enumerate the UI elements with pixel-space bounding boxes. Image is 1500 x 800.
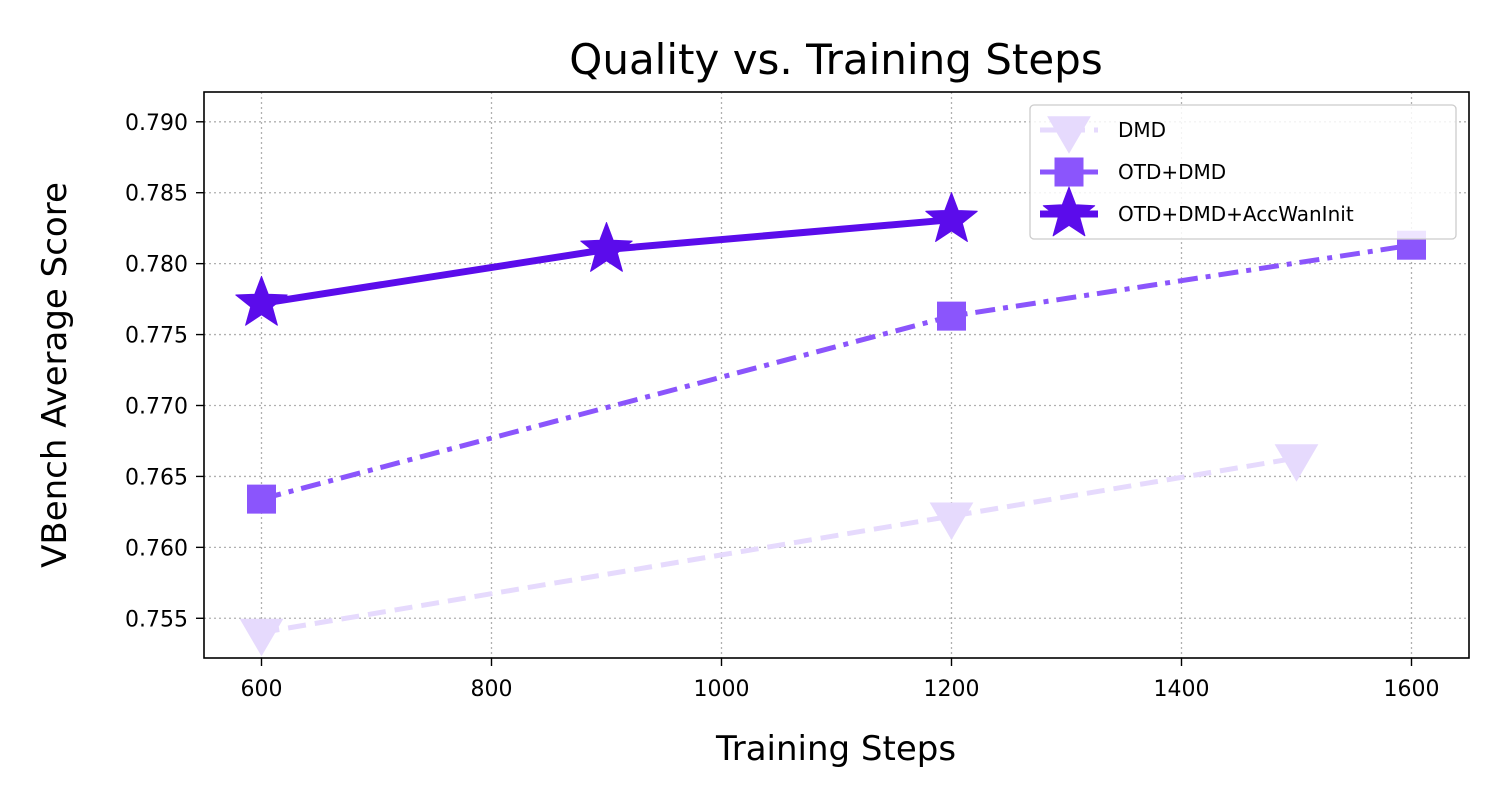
legend-box xyxy=(1029,104,1457,240)
data-point xyxy=(937,301,966,331)
data-point xyxy=(239,618,284,657)
legend-entry: DMD xyxy=(1040,116,1166,154)
series-otd-dmd-accwaninit xyxy=(235,192,978,326)
legend-label: OTD+DMD+AccWanInit xyxy=(1118,202,1354,226)
y-tick-label: 0.760 xyxy=(125,536,188,561)
x-tick-label: 1200 xyxy=(924,677,980,702)
series-otd-dmd xyxy=(247,230,1426,514)
series-dmd xyxy=(239,444,1319,657)
legend-marker xyxy=(1047,116,1091,154)
plot-series xyxy=(235,192,1426,657)
data-point xyxy=(247,484,276,514)
y-tick-label: 0.775 xyxy=(125,324,188,349)
plot-frame xyxy=(203,91,1470,659)
axes: 600 800 1000 1200 1400 1600 0.755 0.760 0.765 0.7… xyxy=(125,111,1439,702)
series-line xyxy=(260,242,1412,502)
grid xyxy=(204,92,1469,658)
data-point xyxy=(1274,444,1319,482)
data-point xyxy=(925,192,978,242)
data-point xyxy=(580,222,633,272)
legend-label: OTD+DMD xyxy=(1118,160,1226,184)
data-point xyxy=(235,275,288,326)
x-tick-label: 1600 xyxy=(1384,677,1440,702)
chart-title: Quality vs. Training Steps xyxy=(569,35,1102,84)
data-point xyxy=(929,502,974,540)
y-tick-label: 0.780 xyxy=(125,253,188,278)
y-tick-label: 0.755 xyxy=(125,607,188,632)
y-tick-label: 0.770 xyxy=(125,394,188,419)
x-tick-label: 1000 xyxy=(694,677,750,702)
legend-marker xyxy=(1042,186,1096,237)
legend-entry: OTD+DMD+AccWanInit xyxy=(1040,186,1354,237)
y-tick-label: 0.790 xyxy=(125,111,188,136)
y-tick-label: 0.765 xyxy=(125,465,188,490)
x-axis-title: Training Steps xyxy=(715,729,956,769)
legend-entry: OTD+DMD xyxy=(1040,157,1226,187)
legend-marker xyxy=(1054,157,1084,187)
y-axis-title: VBench Average Score xyxy=(35,182,75,568)
x-tick-label: 1400 xyxy=(1154,677,1210,702)
y-tick-label: 0.785 xyxy=(125,182,188,207)
legend-label: DMD xyxy=(1118,118,1166,142)
x-tick-label: 800 xyxy=(471,677,513,702)
legend: DMD OTD+DMD OTD+DMD+AccWanInit xyxy=(1029,104,1457,240)
x-tick-label: 600 xyxy=(241,677,283,702)
series-line xyxy=(261,455,1297,635)
